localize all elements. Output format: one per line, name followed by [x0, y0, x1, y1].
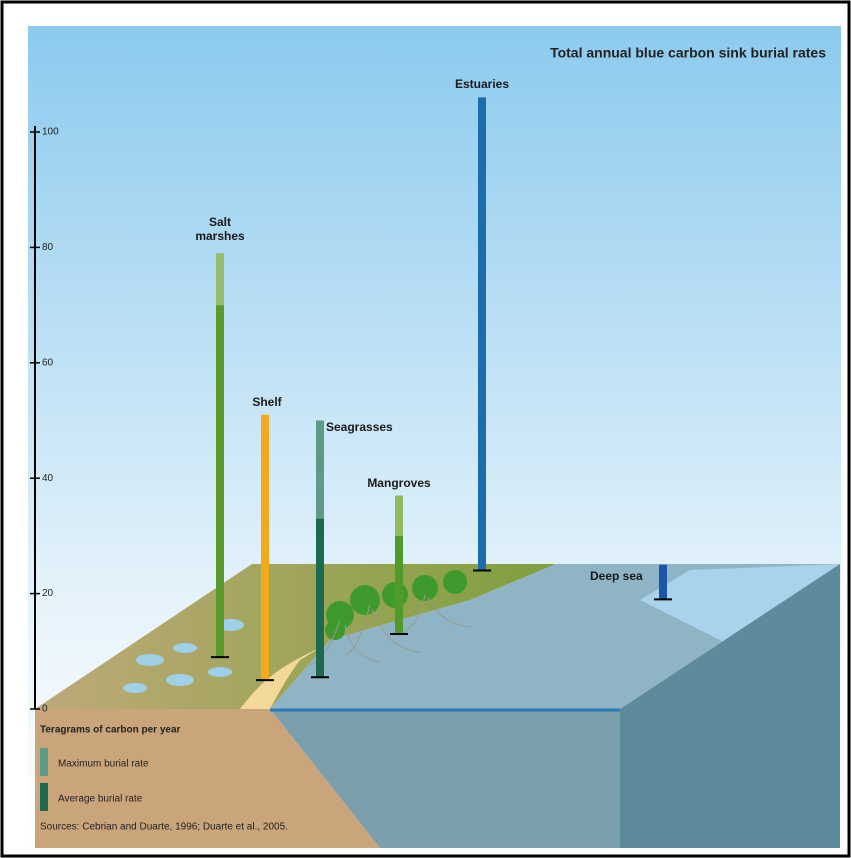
y-tick-label: 80 [42, 242, 54, 253]
category-label: Deep sea [590, 568, 643, 583]
sea-side [620, 564, 840, 848]
legend-title: Teragrams of carbon per year [40, 725, 181, 736]
category-label: Seagrasses [326, 419, 393, 434]
category-label: Salt marshes [195, 215, 245, 244]
legend-swatch [40, 748, 48, 776]
land-front [35, 709, 380, 848]
y-tick-label: 20 [42, 588, 54, 599]
legend-label: Average burial rate [58, 794, 143, 805]
category-label: Estuaries [454, 77, 510, 92]
category-label: Mangroves [367, 475, 431, 490]
bar-maximum [216, 253, 224, 306]
bar [261, 414, 269, 681]
bar-maximum [316, 420, 324, 519]
legend-swatch [40, 783, 48, 811]
beach [240, 648, 320, 709]
bar-maximum [395, 495, 403, 536]
source: Sources: Cebrian and Duarte, 1996; Duart… [40, 822, 288, 833]
bar [659, 564, 667, 600]
legend-label: Maximum burial rate [58, 759, 149, 770]
bar-average [216, 305, 224, 658]
y-tick-label: 100 [42, 127, 59, 138]
bar [478, 97, 486, 571]
y-tick-label: 0 [42, 704, 48, 715]
mangrove-roots [309, 594, 471, 666]
category-label: Shelf [252, 394, 282, 409]
bar-average [316, 518, 324, 678]
bar-average [395, 535, 403, 634]
y-tick-label: 60 [42, 357, 54, 368]
y-tick-label: 40 [42, 473, 54, 484]
sea-front [270, 709, 620, 848]
chart-title: Total annual blue carbon sink burial rat… [550, 45, 826, 61]
